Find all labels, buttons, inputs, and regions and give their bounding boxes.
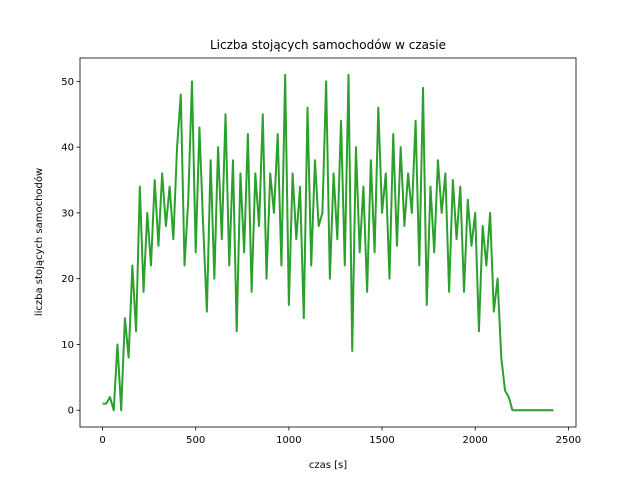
x-tick-label: 500 (186, 435, 205, 446)
y-axis-label: liczba stojących samochodów (33, 168, 45, 316)
x-tick-label: 1000 (276, 435, 301, 446)
plot-frame (79, 57, 577, 428)
y-tick-label: 50 (61, 77, 74, 88)
y-tick-label: 20 (61, 274, 74, 285)
line (102, 73, 554, 412)
x-axis-label: czas [s] (309, 460, 347, 471)
x-tick-label: 2500 (556, 435, 581, 446)
y-tick-label: 40 (61, 143, 74, 154)
x-tick-label: 2000 (462, 435, 487, 446)
y-tick-label: 10 (61, 340, 74, 351)
chart-title: Liczba stojących samochodów w czasie (210, 38, 446, 52)
x-tick-label: 1500 (369, 435, 394, 446)
y-tick-label: 30 (61, 208, 74, 219)
x-tick-label: 0 (99, 435, 105, 446)
y-tick-label: 0 (68, 406, 74, 417)
